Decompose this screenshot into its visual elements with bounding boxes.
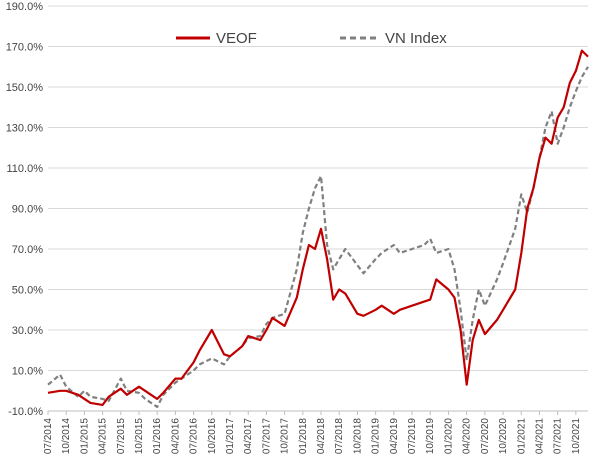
x-tick-label: 10/2017 [280,418,291,455]
x-tick-label: 01/2021 [516,418,527,455]
x-tick-label: 01/2018 [298,418,309,455]
y-tick-label: 110.0% [7,163,44,175]
x-tick-label: 04/2018 [316,418,327,455]
x-tick-label: 10/2015 [134,418,145,455]
x-tick-label: 07/2019 [407,418,418,455]
x-tick-label: 04/2019 [389,418,400,455]
x-tick-label: 10/2014 [61,418,72,455]
gridlines [48,5,588,412]
x-tick-label: 10/2019 [425,418,436,455]
x-tick-label: 07/2017 [261,418,272,455]
x-tick-label: 04/2016 [170,418,181,455]
y-tick-label: 30.0% [12,325,43,337]
x-axis-tick-labels: 07/2014 10/2014 01/2015 04/2015 07/2015 10/20… [43,411,582,454]
series-line-veof [47,49,589,406]
y-tick-label: 10.0% [12,366,43,378]
y-tick-label: 170.0% [6,42,44,54]
x-tick-label: 01/2017 [225,418,236,455]
x-tick-label: 07/2018 [334,418,345,455]
x-tick-label: 07/2021 [553,418,564,455]
x-tick-label: 04/2021 [534,418,545,455]
x-tick-label: 01/2016 [152,418,163,455]
y-tick-label: -10.0% [8,406,43,418]
x-tick-label: 07/2015 [116,418,127,455]
x-tick-label: 10/2018 [352,418,363,455]
series-lines [47,49,589,408]
y-axis-tick-labels: -10.0% 10.0% 30.0% 50.0% 70.0% 90.0% 110.0% 130… [6,1,44,418]
x-tick-label: 10/2021 [571,418,582,455]
legend: VEOF VN Index [176,30,447,47]
x-tick-label: 04/2017 [243,418,254,455]
x-tick-label: 01/2020 [443,418,454,455]
legend-label-vn-index: VN Index [385,30,447,47]
y-tick-label: 70.0% [12,244,43,256]
x-tick-label: 10/2016 [207,418,218,455]
x-tick-label: 01/2015 [79,418,90,455]
x-tick-label: 01/2019 [371,418,382,455]
y-tick-label: 130.0% [6,123,44,135]
y-tick-label: 50.0% [12,285,43,297]
legend-label-veof: VEOF [216,30,257,47]
y-tick-label: 150.0% [6,82,44,94]
series-line-vn-index [47,66,589,408]
y-tick-label: 90.0% [12,204,43,216]
x-tick-label: 04/2020 [462,418,473,455]
x-tick-label: 04/2015 [98,418,109,455]
y-tick-label: 190.0% [6,1,44,13]
x-tick-label: 07/2016 [189,418,200,455]
x-tick-label: 07/2014 [43,418,54,455]
x-tick-label: 10/2020 [498,418,509,455]
x-tick-label: 07/2020 [480,418,491,455]
